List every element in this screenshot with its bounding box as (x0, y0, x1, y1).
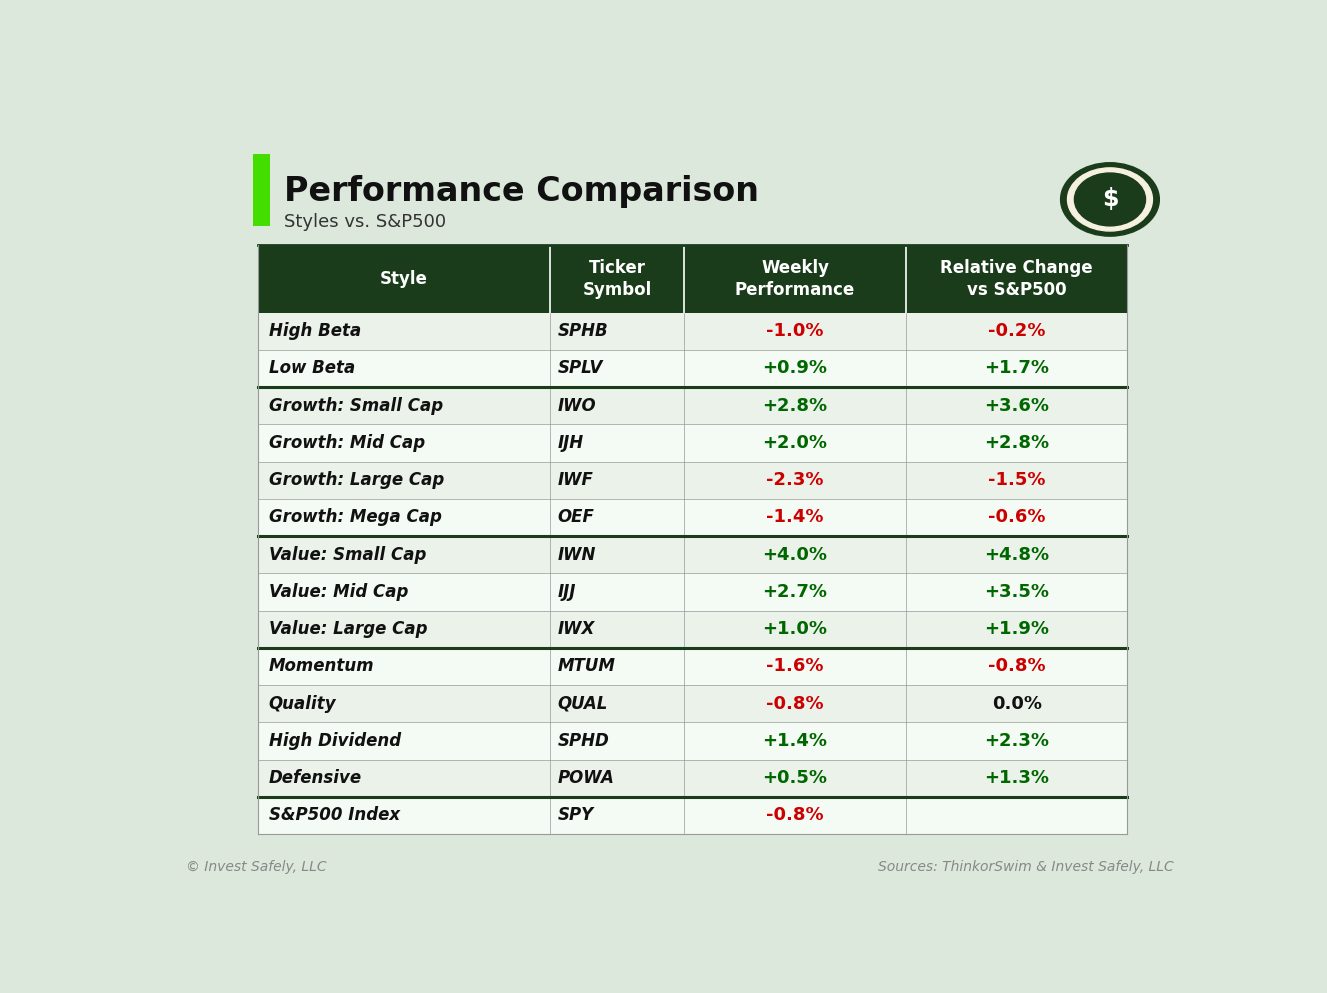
Text: SAFELY: SAFELY (1096, 218, 1124, 224)
Text: High Dividend: High Dividend (268, 732, 401, 750)
Text: Style: Style (380, 270, 427, 288)
Text: +4.8%: +4.8% (985, 546, 1050, 564)
Text: INVEST: INVEST (1096, 175, 1124, 181)
Text: -0.2%: -0.2% (987, 323, 1046, 341)
Text: OEF: OEF (557, 508, 594, 526)
Text: IJJ: IJJ (557, 583, 576, 601)
Text: IWN: IWN (557, 546, 596, 564)
Text: Growth: Mega Cap: Growth: Mega Cap (268, 508, 442, 526)
FancyBboxPatch shape (259, 573, 1128, 611)
Circle shape (1075, 173, 1145, 225)
Text: SPHD: SPHD (557, 732, 609, 750)
Circle shape (1067, 168, 1152, 231)
Text: IWX: IWX (557, 621, 594, 638)
Text: +1.3%: +1.3% (985, 770, 1050, 787)
Text: +2.0%: +2.0% (763, 434, 828, 452)
Text: +1.9%: +1.9% (985, 621, 1050, 638)
Text: -0.8%: -0.8% (766, 806, 824, 824)
Text: -1.0%: -1.0% (766, 323, 824, 341)
Text: IJH: IJH (557, 434, 584, 452)
Text: Growth: Large Cap: Growth: Large Cap (268, 472, 445, 490)
Text: IWO: IWO (557, 397, 596, 415)
Text: +4.0%: +4.0% (763, 546, 828, 564)
Text: SPY: SPY (557, 806, 594, 824)
Text: Value: Mid Cap: Value: Mid Cap (268, 583, 409, 601)
FancyBboxPatch shape (259, 245, 1128, 313)
Text: Growth: Small Cap: Growth: Small Cap (268, 397, 443, 415)
Text: -1.5%: -1.5% (987, 472, 1046, 490)
Text: IWF: IWF (557, 472, 593, 490)
Text: High Beta: High Beta (268, 323, 361, 341)
Text: Low Beta: Low Beta (268, 359, 354, 377)
Text: POWA: POWA (557, 770, 614, 787)
Text: $: $ (1101, 188, 1119, 212)
Text: Quality: Quality (268, 695, 336, 713)
Text: +2.8%: +2.8% (985, 434, 1050, 452)
Text: Ticker
Symbol: Ticker Symbol (583, 259, 652, 299)
Text: Weekly
Performance: Weekly Performance (735, 259, 855, 299)
FancyBboxPatch shape (259, 350, 1128, 387)
Text: 0.0%: 0.0% (991, 695, 1042, 713)
Text: +3.5%: +3.5% (985, 583, 1050, 601)
FancyBboxPatch shape (259, 424, 1128, 462)
Text: +2.3%: +2.3% (985, 732, 1050, 750)
Text: S&P500 Index: S&P500 Index (268, 806, 399, 824)
Text: +1.4%: +1.4% (763, 732, 828, 750)
Text: Relative Change
vs S&P500: Relative Change vs S&P500 (941, 259, 1093, 299)
FancyBboxPatch shape (259, 647, 1128, 685)
Text: +1.0%: +1.0% (763, 621, 828, 638)
Text: Growth: Mid Cap: Growth: Mid Cap (268, 434, 425, 452)
Text: Sources: ThinkorSwim & Invest Safely, LLC: Sources: ThinkorSwim & Invest Safely, LL… (878, 860, 1173, 874)
Text: Styles vs. S&P500: Styles vs. S&P500 (284, 213, 446, 231)
FancyBboxPatch shape (259, 685, 1128, 722)
Text: -0.8%: -0.8% (987, 657, 1046, 675)
Text: +0.5%: +0.5% (763, 770, 828, 787)
FancyBboxPatch shape (259, 313, 1128, 350)
Text: © Invest Safely, LLC: © Invest Safely, LLC (186, 860, 326, 874)
Text: -0.6%: -0.6% (987, 508, 1046, 526)
Text: +0.9%: +0.9% (763, 359, 828, 377)
Text: -0.8%: -0.8% (766, 695, 824, 713)
FancyBboxPatch shape (259, 796, 1128, 834)
FancyBboxPatch shape (253, 154, 269, 226)
Text: Value: Large Cap: Value: Large Cap (268, 621, 427, 638)
Text: -1.6%: -1.6% (766, 657, 824, 675)
Text: +2.8%: +2.8% (763, 397, 828, 415)
Text: MTUM: MTUM (557, 657, 616, 675)
Text: SPLV: SPLV (557, 359, 604, 377)
FancyBboxPatch shape (259, 760, 1128, 796)
Circle shape (1060, 163, 1160, 236)
Text: Momentum: Momentum (268, 657, 374, 675)
Text: +1.7%: +1.7% (985, 359, 1050, 377)
FancyBboxPatch shape (259, 387, 1128, 424)
Text: Performance Comparison: Performance Comparison (284, 176, 759, 209)
FancyBboxPatch shape (259, 498, 1128, 536)
Text: +2.7%: +2.7% (763, 583, 828, 601)
Text: Value: Small Cap: Value: Small Cap (268, 546, 426, 564)
FancyBboxPatch shape (259, 722, 1128, 760)
FancyBboxPatch shape (259, 462, 1128, 498)
FancyBboxPatch shape (259, 611, 1128, 647)
Text: +3.6%: +3.6% (985, 397, 1050, 415)
Text: -2.3%: -2.3% (766, 472, 824, 490)
Text: QUAL: QUAL (557, 695, 608, 713)
Text: SPHB: SPHB (557, 323, 608, 341)
Text: -1.4%: -1.4% (766, 508, 824, 526)
FancyBboxPatch shape (259, 536, 1128, 573)
Text: Defensive: Defensive (268, 770, 362, 787)
